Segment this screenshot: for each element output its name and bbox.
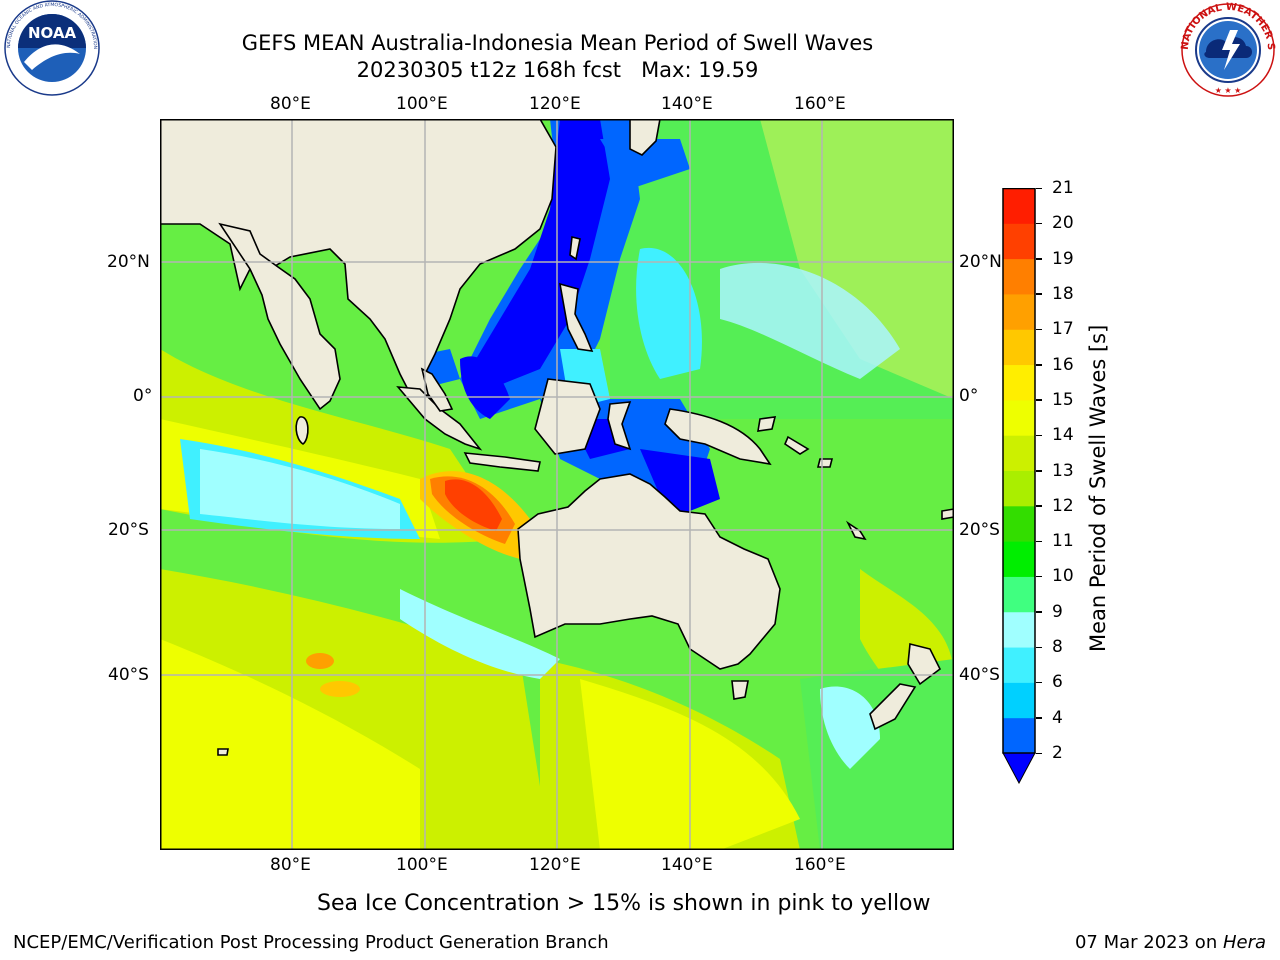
colorbar-ticks: 2 4 6 8 9 10 11 12 13 14 15 16 17 18 19 20 21 bbox=[1036, 178, 1096, 784]
lon-label-bottom: 160°E bbox=[794, 855, 846, 875]
colorbar-bin bbox=[1003, 435, 1035, 471]
colorbar-label: Mean Period of Swell Waves [s] bbox=[1086, 324, 1110, 652]
lat-label-right: 20°N bbox=[959, 252, 1002, 272]
lon-label-top: 120°E bbox=[529, 94, 581, 114]
colorbar-tick-mark bbox=[1036, 575, 1042, 578]
colorbar-bin bbox=[1003, 647, 1035, 683]
lat-label-right: 40°S bbox=[959, 665, 1000, 685]
svg-text:★ ★ ★: ★ ★ ★ bbox=[1215, 86, 1242, 95]
map-svg bbox=[159, 118, 955, 850]
footer-branch: NCEP/EMC/Verification Post Processing Pr… bbox=[13, 932, 609, 953]
colorbar-tick-mark bbox=[1036, 752, 1042, 754]
colorbar-tick-mark bbox=[1036, 717, 1042, 719]
colorbar-tick-label: 21 bbox=[1052, 178, 1074, 198]
map-title: GEFS MEAN Australia-Indonesia Mean Perio… bbox=[241, 31, 874, 55]
colorbar-tick-mark bbox=[1036, 470, 1042, 472]
colorbar-bin bbox=[1003, 329, 1035, 366]
lon-label-top: 140°E bbox=[661, 94, 713, 114]
colorbar-tick-mark bbox=[1036, 434, 1042, 437]
colorbar-under-arrow bbox=[1002, 752, 1036, 785]
colorbar-tick-mark bbox=[1036, 505, 1042, 507]
colorbar-bin bbox=[1003, 611, 1035, 648]
colorbar-svg bbox=[1002, 187, 1036, 785]
footer-machine: Hera bbox=[1222, 932, 1266, 953]
land bbox=[159, 118, 955, 756]
map-frame bbox=[160, 119, 954, 850]
lon-label-top: 80°E bbox=[270, 94, 311, 114]
colorbar-tick-mark bbox=[1036, 646, 1042, 649]
colorbar-tick-mark bbox=[1036, 681, 1042, 684]
nws-logo: NATIONAL WEATHER SERVICE ★ ★ ★ bbox=[1174, 0, 1278, 100]
colorbar-tick-mark bbox=[1036, 328, 1042, 331]
colorbar-tick-label: 9 bbox=[1052, 601, 1063, 622]
colorbar-tick-label: 12 bbox=[1052, 495, 1074, 516]
lon-label-bottom: 80°E bbox=[270, 855, 311, 875]
lon-label-bottom: 120°E bbox=[529, 855, 581, 875]
colorbar-tick-label: 13 bbox=[1052, 460, 1074, 481]
colorbar-tick-mark bbox=[1036, 540, 1042, 543]
lat-label-right: 0° bbox=[959, 386, 979, 406]
colorbar-tick-label: 6 bbox=[1052, 672, 1063, 693]
colorbar-bin bbox=[1003, 188, 1035, 224]
colorbar-frame bbox=[1002, 187, 1036, 754]
colorbar-tick-label: 10 bbox=[1052, 566, 1074, 587]
colorbar-tick-label: 4 bbox=[1052, 707, 1063, 728]
svg-text:NOAA: NOAA bbox=[28, 24, 77, 42]
colorbar-tick-mark bbox=[1036, 258, 1042, 260]
sea-ice-note: Sea Ice Concentration > 15% is shown in … bbox=[317, 891, 931, 916]
graticule bbox=[160, 119, 954, 850]
colorbar-tick-mark bbox=[1036, 364, 1042, 366]
colorbar-tick-label: 17 bbox=[1052, 319, 1074, 340]
colorbar-bin bbox=[1003, 505, 1035, 542]
colorbar-tick-mark bbox=[1036, 611, 1042, 613]
colorbar-tick-label: 19 bbox=[1052, 248, 1074, 269]
colorbar-bin bbox=[1003, 293, 1035, 330]
lat-label-right: 20°S bbox=[959, 520, 1000, 540]
colorbar bbox=[1002, 187, 1036, 785]
colorbar-tick-label: 14 bbox=[1052, 425, 1074, 446]
colorbar-bin bbox=[1003, 223, 1035, 260]
lat-label-left: 20°S bbox=[108, 520, 149, 540]
lat-label-left: 20°N bbox=[107, 252, 150, 272]
colorbar-bin bbox=[1003, 470, 1035, 507]
colorbar-bin bbox=[1003, 682, 1035, 719]
noaa-logo: NOAA NATIONAL OCEANIC AND ATMOSPHERIC AD… bbox=[0, 0, 102, 100]
lon-label-top: 100°E bbox=[396, 94, 448, 114]
colorbar-bin bbox=[1003, 576, 1035, 613]
colorbar-tick-label: 18 bbox=[1052, 283, 1074, 304]
lon-label-top: 160°E bbox=[794, 94, 846, 114]
colorbar-bin bbox=[1003, 541, 1035, 577]
footer-date: 07 Mar 2023 on Hera bbox=[1075, 932, 1266, 954]
colorbar-bin bbox=[1003, 364, 1035, 401]
colorbar-tick-mark bbox=[1036, 293, 1042, 295]
colorbar-tick-label: 16 bbox=[1052, 354, 1074, 375]
map-subtitle: 20230305 t12z 168h fcst Max: 19.59 bbox=[356, 58, 759, 82]
colorbar-bin bbox=[1003, 258, 1035, 295]
footer-date-text: 07 Mar 2023 on bbox=[1074, 932, 1223, 953]
colorbar-tick-label: 15 bbox=[1052, 389, 1074, 410]
lat-label-left: 40°S bbox=[108, 665, 149, 685]
lon-label-bottom: 140°E bbox=[661, 855, 713, 875]
colorbar-tick-label: 11 bbox=[1052, 531, 1074, 552]
swell-period-map bbox=[159, 118, 955, 850]
lat-label-left: 0° bbox=[133, 386, 153, 406]
colorbar-bin bbox=[1003, 717, 1035, 754]
colorbar-tick-label: 8 bbox=[1052, 637, 1063, 658]
lon-label-bottom: 100°E bbox=[396, 855, 448, 875]
colorbar-tick-label: 2 bbox=[1052, 743, 1063, 763]
colorbar-tick-mark bbox=[1036, 222, 1042, 225]
colorbar-tick-mark bbox=[1036, 399, 1042, 401]
colorbar-tick-label: 20 bbox=[1052, 213, 1074, 234]
colorbar-tick-mark bbox=[1036, 187, 1042, 189]
colorbar-bin bbox=[1003, 399, 1035, 436]
